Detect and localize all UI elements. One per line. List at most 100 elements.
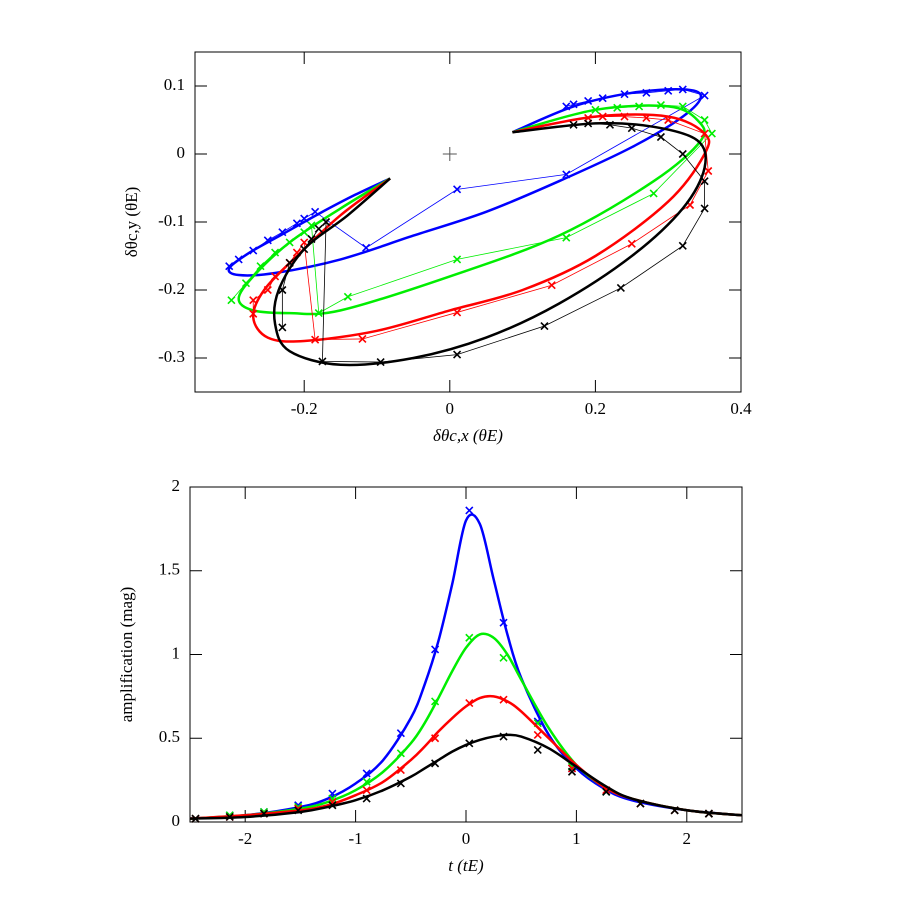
marker <box>567 767 577 776</box>
marker <box>358 334 367 344</box>
marker <box>396 779 405 788</box>
x-tick-label: 1 <box>572 829 581 848</box>
marker <box>191 814 200 823</box>
marker <box>499 618 508 627</box>
marker <box>328 801 337 810</box>
marker <box>540 321 549 331</box>
marker <box>278 323 287 332</box>
marker <box>700 129 709 138</box>
marker <box>635 102 644 111</box>
marker <box>616 283 625 293</box>
marker <box>704 809 713 818</box>
marker <box>321 217 331 227</box>
marker <box>620 112 629 121</box>
marker <box>227 296 236 305</box>
y-tick-label: 0 <box>177 143 186 162</box>
marker <box>584 96 593 106</box>
marker <box>656 100 665 110</box>
marker <box>256 262 265 271</box>
marker <box>704 166 713 176</box>
marker <box>499 653 508 662</box>
marker <box>499 732 508 741</box>
plot-frame <box>189 486 743 823</box>
marker <box>292 219 301 228</box>
marker <box>241 279 251 288</box>
marker-line <box>281 122 705 363</box>
marker <box>533 745 542 755</box>
marker <box>300 214 309 223</box>
marker <box>636 799 645 808</box>
marker <box>314 309 323 318</box>
y-tick-label: 1 <box>172 643 181 662</box>
marker <box>678 85 687 94</box>
marker <box>602 787 611 796</box>
marker <box>225 812 234 822</box>
marker <box>263 236 272 245</box>
marker <box>234 255 243 264</box>
marker <box>271 272 280 281</box>
marker <box>465 506 474 515</box>
y-tick-label: 1.5 <box>159 560 180 579</box>
marker <box>598 94 607 103</box>
marker <box>278 285 287 295</box>
marker <box>431 697 440 706</box>
marker <box>278 228 287 237</box>
marker <box>285 238 294 247</box>
marker <box>431 734 440 743</box>
x-tick-label: 0.2 <box>585 399 606 418</box>
marker <box>307 234 316 244</box>
x-tick-label: 0.4 <box>730 399 752 418</box>
marker <box>343 292 352 301</box>
marker-line <box>231 104 713 314</box>
marker <box>465 699 474 708</box>
marker <box>591 105 600 114</box>
marker <box>453 185 462 194</box>
marker <box>627 124 636 133</box>
marker <box>225 262 234 271</box>
marker <box>453 255 462 264</box>
center-cross <box>442 147 457 161</box>
marker <box>605 120 615 129</box>
curve <box>251 113 711 343</box>
marker <box>431 645 440 654</box>
marker <box>396 766 405 775</box>
marker <box>249 296 258 305</box>
marker <box>547 281 556 290</box>
x-tick-label: 2 <box>683 829 692 848</box>
marker <box>453 350 462 359</box>
marker <box>314 224 323 233</box>
curve <box>189 694 743 820</box>
x-axis-label: t (tE) <box>448 856 484 875</box>
marker <box>311 335 320 344</box>
marker <box>328 794 337 803</box>
marker <box>700 115 709 125</box>
marker <box>700 204 709 213</box>
y-tick-label: -0.3 <box>158 347 185 366</box>
marker <box>678 102 687 111</box>
marker <box>300 245 309 254</box>
x-tick-label: 0 <box>462 829 471 848</box>
marker <box>707 129 716 138</box>
marker <box>569 120 578 129</box>
y-tick-label: 0 <box>172 811 181 830</box>
marker <box>533 730 542 739</box>
marker <box>700 91 709 100</box>
marker <box>294 806 303 815</box>
marker <box>362 786 371 795</box>
marker <box>249 309 258 318</box>
marker <box>649 189 658 198</box>
marker <box>263 285 272 295</box>
marker <box>584 119 593 128</box>
marker <box>700 177 709 186</box>
y-tick-label: -0.1 <box>158 211 185 230</box>
marker <box>562 233 571 242</box>
marker <box>670 806 679 815</box>
curve <box>189 513 743 820</box>
y-axis-label: δθc,y (θE) <box>122 187 141 258</box>
y-tick-label: 2 <box>172 476 181 495</box>
y-tick-label: 0.1 <box>164 75 185 94</box>
marker <box>362 769 371 778</box>
marker <box>642 113 651 123</box>
marker <box>307 221 316 230</box>
